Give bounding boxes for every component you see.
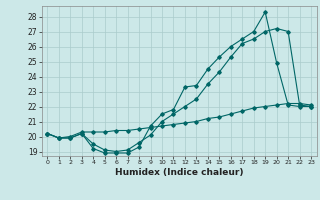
X-axis label: Humidex (Indice chaleur): Humidex (Indice chaleur) xyxy=(115,168,244,177)
